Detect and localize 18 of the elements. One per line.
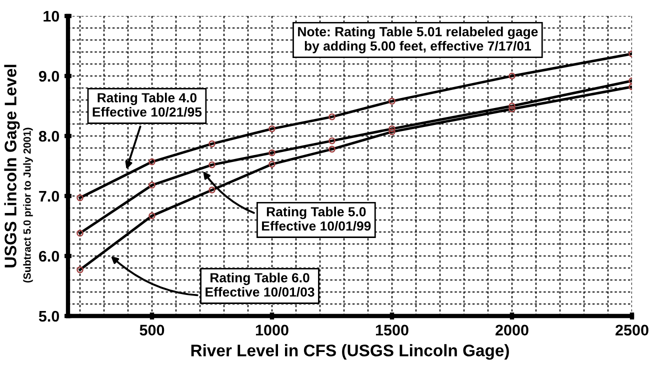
x-tick-label: 500	[140, 324, 164, 336]
y-axis-title: USGS Lincoln Gage Level	[4, 64, 20, 268]
y-tick-label: 5.0	[38, 310, 60, 322]
y-tick-label: 8.0	[38, 130, 60, 142]
annotation: Rating Table 6.0 Effective 10/01/03	[206, 272, 314, 297]
x-tick-label: 2000	[496, 324, 528, 336]
x-tick-label: 1000	[256, 324, 288, 336]
annotation: Rating Table 4.0 Effective 10/21/95	[92, 92, 202, 117]
y-tick-label: 7.0	[39, 190, 60, 202]
annotation: Note: Rating Table 5.01 relabeled gage by adding 5.00 feet, effective 7/17/01	[298, 26, 538, 54]
y-tick-label: 6.0	[38, 250, 60, 262]
y-tick-label: 9.0	[38, 70, 60, 82]
x-tick-label: 2500	[616, 324, 648, 336]
annotation: Rating Table 5.0 Effective 10/01/99	[262, 206, 371, 231]
x-tick-label: 1500	[376, 324, 408, 336]
text: (Subtract 5.0 prior to July 2001)	[23, 128, 33, 282]
y-tick-label: 10	[44, 10, 60, 22]
x-axis-title: River Level in CFS (USGS Lincoln Gage)	[191, 344, 509, 360]
